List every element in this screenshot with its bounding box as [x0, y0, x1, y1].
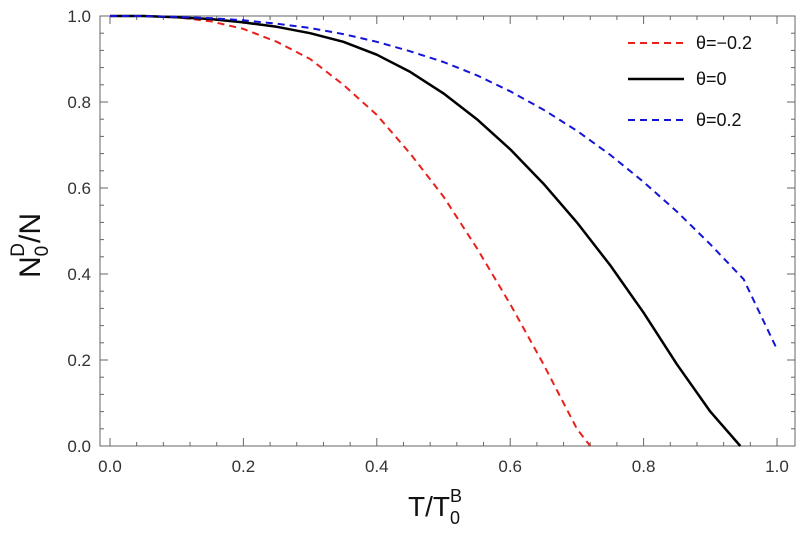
series-line-1	[110, 15, 591, 447]
legend-label-series-1: θ=−0.2	[696, 33, 752, 53]
plot-frame	[99, 15, 796, 447]
y-tick-label: 0.4	[67, 265, 91, 284]
y-tick-label: 0.0	[67, 437, 91, 456]
y-tick-label: 0.8	[67, 93, 91, 112]
ticks	[100, 15, 795, 447]
y-tick-label: 0.2	[67, 351, 91, 370]
x-tick-label: 0.0	[98, 457, 122, 476]
legend: θ=−0.2 θ=0 θ=0.2	[628, 33, 752, 130]
tick-labels: 0.0 0.2 0.4 0.6 0.8 1.0 0.0 0.2 0.4 0.6 0.8 1.0	[67, 7, 788, 476]
series-line-3	[110, 15, 778, 350]
x-tick-label: 1.0	[765, 457, 789, 476]
x-tick-label: 0.4	[365, 457, 389, 476]
x-tick-label: 0.8	[632, 457, 656, 476]
x-tick-label: 0.6	[498, 457, 522, 476]
series-lines	[110, 14, 778, 447]
x-axis-title: T/T0B	[408, 486, 462, 528]
series-line-2	[110, 14, 742, 447]
y-tick-label: 0.6	[67, 179, 91, 198]
y-tick-label: 1.0	[67, 7, 91, 26]
legend-label-series-3: θ=0.2	[696, 110, 742, 130]
legend-label-series-2: θ=0	[696, 69, 727, 89]
y-axis-title: N0D/N	[8, 213, 53, 278]
x-tick-label: 0.2	[232, 457, 256, 476]
